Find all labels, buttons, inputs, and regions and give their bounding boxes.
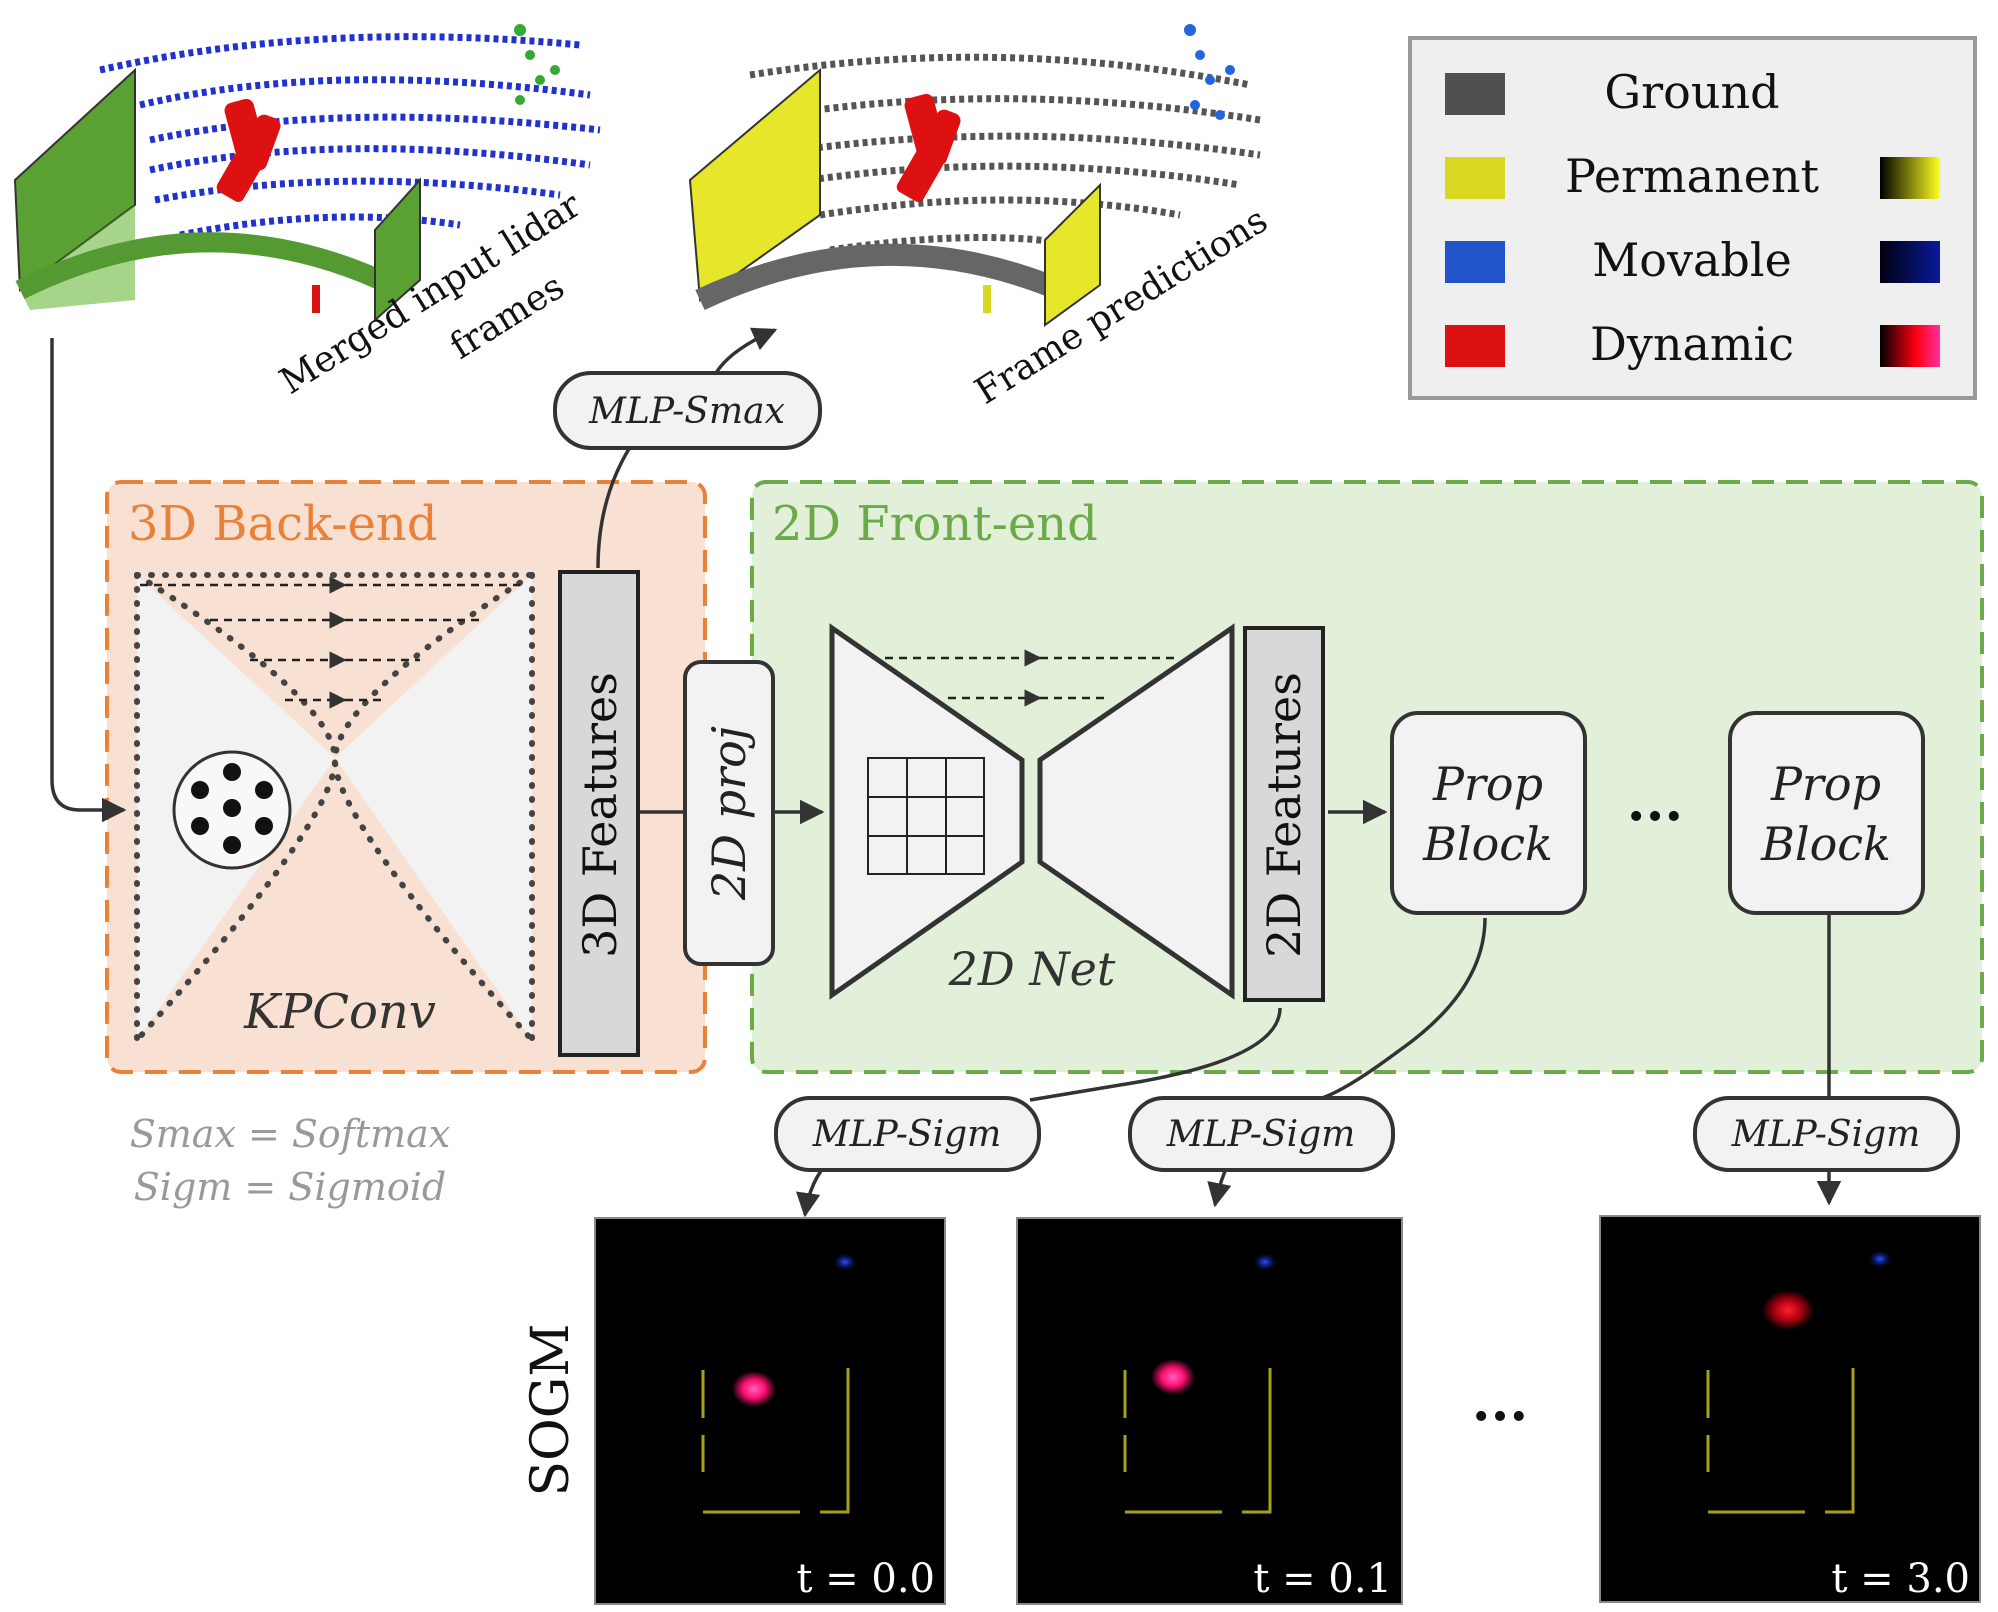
3d-features-label: 3D Features (573, 672, 627, 958)
3d-features-block (558, 570, 640, 1057)
sogm-label: SOGM (521, 1323, 581, 1496)
legend-label-permanent: Permanent (1565, 149, 1820, 203)
2d-features-label: 2D Features (1257, 672, 1311, 958)
mlp-smax-label: MLP-Smax (588, 391, 785, 432)
legend-gradient-dynamic (1880, 325, 1940, 367)
kpconv-label: KPConv (243, 984, 436, 1040)
sogm-panel-2: t = 0.1 (1016, 1217, 1403, 1605)
legend-gradient-movable (1880, 241, 1940, 283)
prop-block-2 (1728, 711, 1925, 915)
sogm-time-3: t = 3.0 (1831, 1556, 1970, 1602)
legend-swatch-dynamic (1445, 325, 1505, 367)
legend-swatch-ground (1445, 73, 1505, 115)
sogm-time-1: t = 0.0 (796, 1556, 935, 1602)
backend-panel: 3D Back-end KPConv (105, 480, 707, 1074)
prop-block-2-line2: Block (1760, 817, 1891, 871)
2d-net-decoder (1037, 623, 1235, 1000)
2d-net-label: 2D Net (948, 942, 1116, 996)
2d-proj-label: 2D proj (702, 726, 756, 901)
sogm-panel-3: t = 3.0 (1599, 1215, 1981, 1603)
frontend-title: 2D Front-end (772, 496, 1098, 552)
legend-gradient-permanent (1880, 157, 1940, 199)
mlp-sigm-block-1 (774, 1096, 1041, 1172)
prediction-point-cloud (688, 24, 1261, 327)
prop-block-1 (1390, 711, 1587, 915)
backend-title: 3D Back-end (128, 496, 438, 552)
mlp-sigm-label-1: MLP-Sigm (812, 1114, 1002, 1155)
mlp-sigm-label-2: MLP-Sigm (1166, 1114, 1356, 1155)
note-smax: Smax = Softmax (130, 1112, 451, 1156)
mlp-sigm-block-2 (1128, 1096, 1395, 1172)
legend: Ground Permanent Movable Dynamic (1408, 36, 1977, 400)
mlp-smax-block (553, 371, 822, 450)
prediction-caption: Frame predictions (968, 200, 1275, 413)
legend-label-dynamic: Dynamic (1590, 317, 1794, 371)
legend-swatch-movable (1445, 241, 1505, 283)
sogm-ellipsis: ... (1472, 1369, 1528, 1433)
2d-net-encoder (829, 623, 1025, 1000)
note-sigm: Sigm = Sigmoid (134, 1165, 446, 1209)
prop-ellipsis: ... (1627, 769, 1683, 833)
prop-block-1-line2: Block (1422, 817, 1553, 871)
2d-features-block (1243, 626, 1325, 1002)
mlp-sigm-label-3: MLP-Sigm (1731, 1114, 1921, 1155)
legend-label-ground: Ground (1604, 65, 1779, 119)
prop-block-2-line1: Prop (1770, 757, 1881, 811)
prop-block-1-line1: Prop (1432, 757, 1543, 811)
grid-icon (867, 757, 985, 875)
2d-proj-block (683, 660, 775, 966)
sogm-time-2: t = 0.1 (1253, 1556, 1392, 1602)
mlp-sigm-block-3 (1693, 1096, 1960, 1172)
input-point-cloud (13, 24, 601, 323)
sogm-panel-1: t = 0.0 (594, 1217, 946, 1605)
frontend-panel: 2D Front-end 2D Net 2D Features Prop Blo… (750, 480, 1984, 1074)
legend-swatch-permanent (1445, 157, 1505, 199)
legend-label-movable: Movable (1592, 233, 1792, 287)
